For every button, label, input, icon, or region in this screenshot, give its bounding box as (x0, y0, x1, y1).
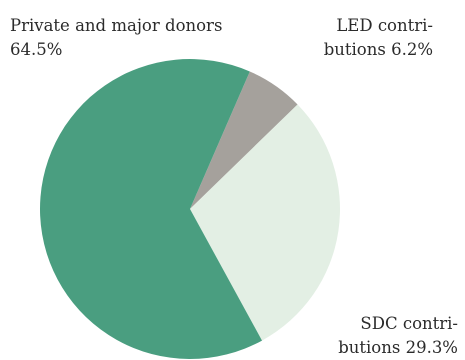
slice-label-sdc-line-2: butions 29.3% (338, 338, 458, 357)
slice-label-led: LED contri- butions 6.2% (324, 14, 433, 62)
slice-label-sdc-line-1: SDC contri- (360, 314, 458, 333)
pie-slice-led (190, 71, 298, 209)
slice-label-led-line-1: LED contri- (336, 16, 433, 35)
slice-label-private-donors-line-1: Private and major donors (10, 16, 223, 35)
slice-label-led-line-2: butions 6.2% (323, 40, 433, 59)
slice-label-private-donors: Private and major donors 64.5% (10, 14, 222, 62)
pie-slice-sdc (190, 104, 340, 341)
slice-label-sdc: SDC contri- butions 29.3% (338, 312, 458, 360)
slice-label-private-donors-line-2: 64.5% (10, 40, 63, 59)
pie-slice-private-donors (39, 58, 263, 359)
